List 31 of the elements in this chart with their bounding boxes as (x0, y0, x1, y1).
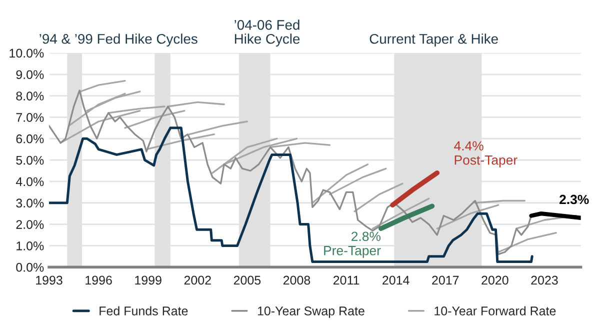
x-tick-label: 2020 (482, 276, 508, 285)
legend-label: 10-Year Swap Rate (258, 306, 364, 318)
y-tick-label: 0.0% (16, 262, 44, 272)
x-tick-label: 1999 (135, 276, 162, 285)
annotation: 2.3% (560, 194, 589, 204)
y-tick-label: 7.0% (16, 113, 44, 122)
legend-label: 10-Year Forward Rate (434, 306, 556, 316)
x-tick-label: 1993 (36, 276, 62, 285)
y-tick-label: 9.0% (16, 70, 44, 80)
x-tick-label: 2011 (333, 276, 360, 285)
y-tick-label: 2.0% (16, 220, 44, 229)
x-tick-label: 2014 (382, 276, 410, 285)
y-tick-label: 6.0% (16, 134, 44, 144)
y-tick-label: 4.0% (16, 177, 44, 186)
x-tick-label: 2005 (234, 276, 261, 285)
x-tick-label: 2008 (283, 276, 310, 285)
x-tick-label: 2023 (531, 276, 558, 285)
annotation: 2.8% Pre-Taper (324, 232, 381, 258)
legend-label: Fed Funds Rate (100, 306, 188, 316)
text: ’04-06 Fed Hike Cycle (234, 20, 300, 47)
y-tick-label: 3.0% (16, 198, 44, 208)
x-tick-label: 2017 (432, 276, 459, 285)
x-tick-label: 2002 (184, 276, 211, 285)
annotation: 4.4% Post-Taper (454, 141, 518, 168)
text: ’94 & ’99 Fed Hike Cycles (40, 34, 198, 47)
text: Current Taper & Hike (370, 34, 498, 47)
x-tick-label: 1996 (86, 276, 112, 285)
y-tick-label: 1.0% (16, 242, 44, 250)
y-tick-label: 10.0% (10, 48, 44, 58)
y-tick-label: 8.0% (16, 92, 44, 100)
y-tick-label: 5.0% (16, 156, 44, 165)
